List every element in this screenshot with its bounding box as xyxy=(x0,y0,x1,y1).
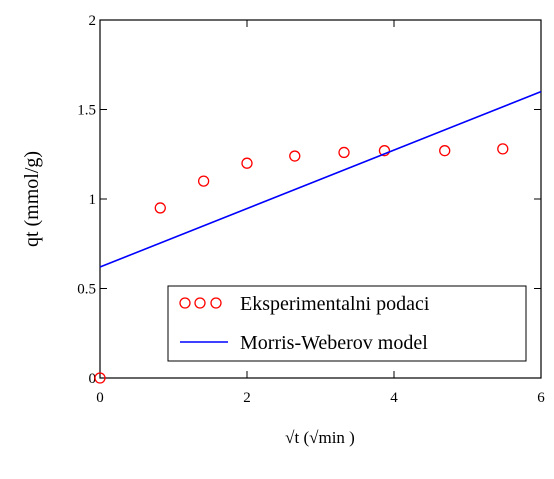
data-point xyxy=(155,203,165,213)
data-point xyxy=(242,158,252,168)
data-point xyxy=(440,146,450,156)
x-tick-label: 0 xyxy=(96,390,104,406)
data-point xyxy=(290,151,300,161)
x-tick-label: 6 xyxy=(537,390,545,406)
x-axis-label: √t (√min ) xyxy=(285,428,355,447)
legend: Eksperimentalni podaci Morris-Weberov mo… xyxy=(168,286,526,361)
series-line-model xyxy=(100,92,541,267)
y-tick-label: 1 xyxy=(89,192,97,208)
y-tick-label: 1.5 xyxy=(77,103,96,119)
x-tick-label: 4 xyxy=(390,390,398,406)
y-axis-label: qt (mmol/g) xyxy=(21,151,43,247)
y-tick-label: 2 xyxy=(89,13,97,29)
x-tick-label: 2 xyxy=(243,390,251,406)
data-point xyxy=(339,147,349,157)
data-point xyxy=(199,176,209,186)
y-tick-label: 0.5 xyxy=(77,282,96,298)
legend-label-experimental: Eksperimentalni podaci xyxy=(240,293,430,315)
data-point xyxy=(498,144,508,154)
legend-label-model: Morris-Weberov model xyxy=(240,332,428,354)
